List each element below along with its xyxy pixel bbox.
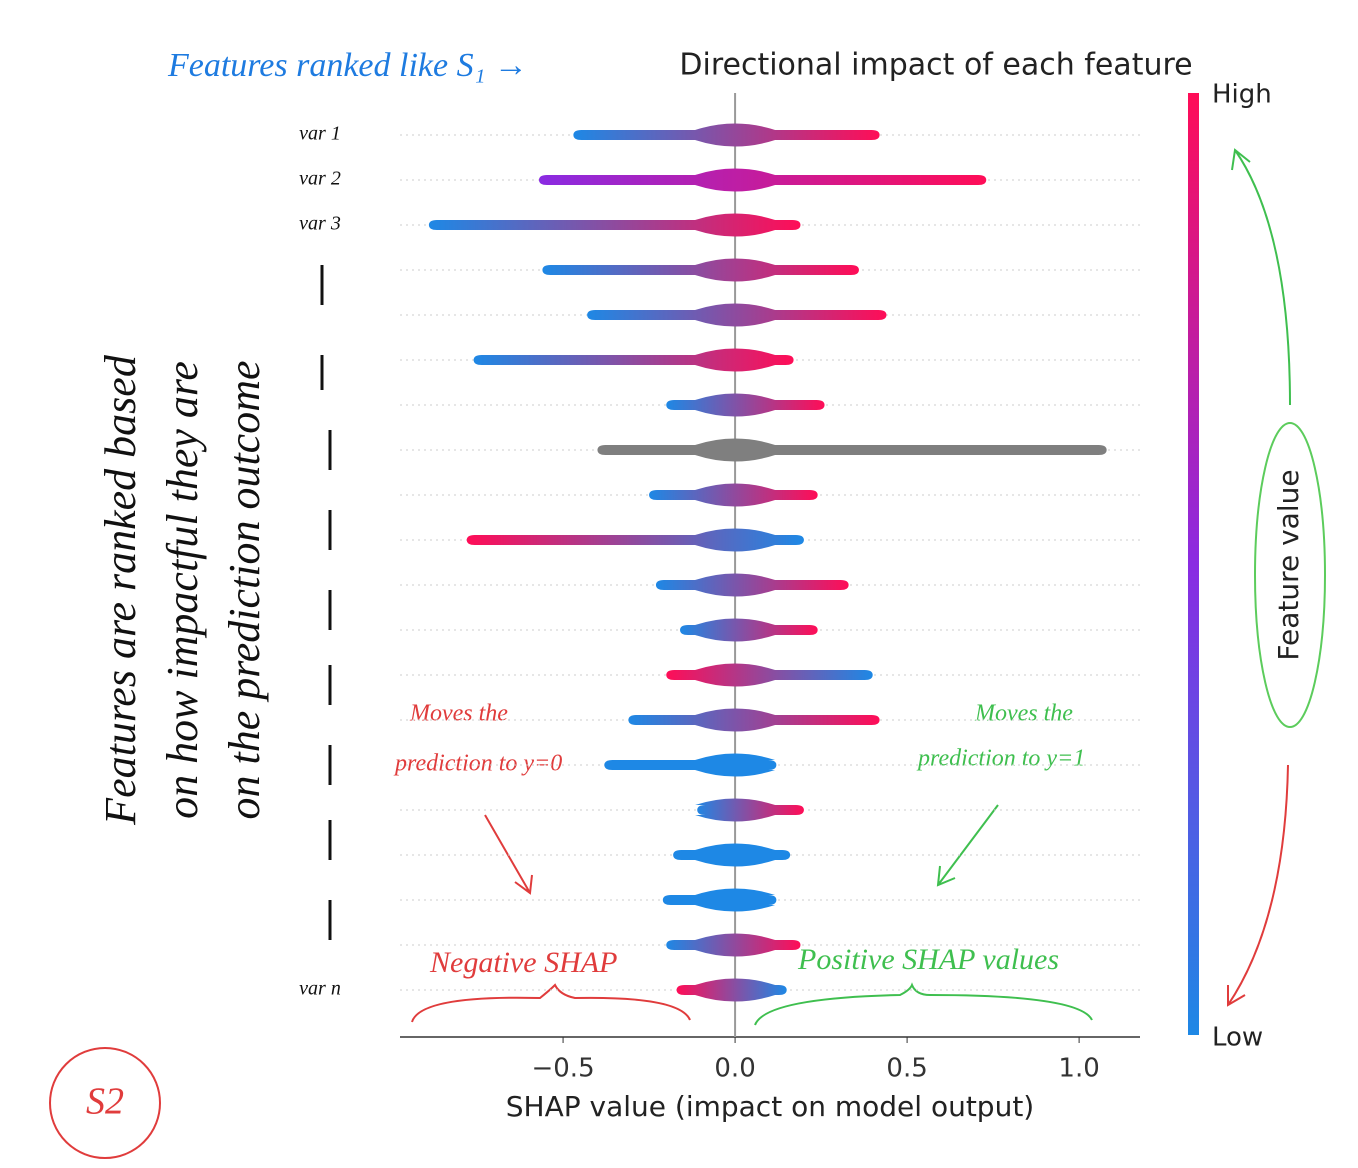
beeswarm-row (649, 483, 818, 507)
annotation: Positive SHAP values (797, 943, 1059, 976)
colorbar-high: High (1212, 80, 1272, 110)
beeswarm-row (428, 213, 801, 237)
colorbar (1188, 93, 1199, 1035)
beeswarm-row (542, 258, 859, 282)
beeswarm-row (666, 933, 801, 957)
beeswarm-row (587, 303, 887, 327)
dash-marks (320, 265, 332, 940)
x-tick-label: −0.5 (531, 1054, 594, 1084)
x-tick-label: 1.0 (1058, 1054, 1099, 1084)
x-axis-label: SHAP value (impact on model output) (506, 1090, 1034, 1123)
colorbar-low: Low (1212, 1023, 1263, 1053)
beeswarm-row (538, 168, 987, 192)
beeswarm-row (666, 393, 825, 417)
beeswarm-row (673, 843, 791, 867)
beeswarm-row (604, 753, 777, 777)
y-tick-label: var 1 (299, 123, 341, 145)
annotation: prediction to y=0 (393, 751, 562, 777)
annotation: Features are ranked based (96, 354, 145, 826)
y-tick-label: var 3 (299, 213, 341, 235)
annotation: prediction to y=1 (916, 746, 1085, 772)
beeswarm-row (597, 438, 1107, 462)
x-tick-label: 0.0 (714, 1054, 755, 1084)
beeswarm-row (695, 798, 804, 822)
beeswarm-row (662, 888, 777, 912)
y-tick-label: var n (299, 978, 341, 1000)
annotation: on the prediction outcome (220, 360, 269, 819)
beeswarm-row (573, 123, 880, 147)
ranking-note: Features are ranked based on how impactf… (96, 354, 269, 826)
beeswarm-row (473, 348, 794, 372)
annotation: on how impactful they are (158, 361, 207, 819)
y-tick-label: var 2 (299, 168, 341, 190)
x-tick-label: 0.5 (886, 1054, 927, 1084)
beeswarm-row (680, 618, 818, 642)
beeswarm-row (655, 573, 849, 597)
annotation: Moves the (409, 701, 508, 727)
arrows (49, 148, 1326, 1159)
colorbar-label: Feature value (1272, 469, 1305, 660)
beeswarm-row (676, 978, 787, 1002)
beeswarm-row (666, 663, 873, 687)
annotation: Moves the (974, 701, 1073, 727)
beeswarm-row (466, 528, 804, 552)
beeswarm-row (628, 708, 880, 732)
annotation: Features ranked like S₁ → (167, 47, 528, 84)
chart-title: Directional impact of each feature (679, 48, 1192, 83)
badge: S2 (86, 1081, 124, 1123)
annotation: Negative SHAP (429, 946, 617, 979)
